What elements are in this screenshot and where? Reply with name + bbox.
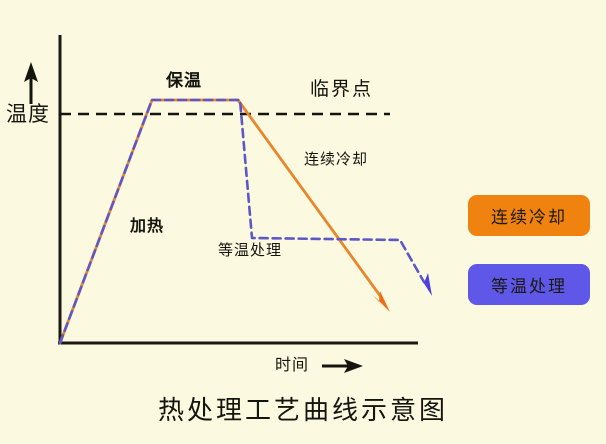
- heating-label: 加热: [130, 216, 165, 235]
- diagram-title: 热处理工艺曲线示意图: [157, 396, 448, 426]
- isothermal-treatment-arrowhead: [418, 273, 432, 296]
- up-arrow-icon: [24, 62, 38, 104]
- continuous-cooling-curve: [58, 98, 383, 345]
- continuous-cooling-label: 连续冷却: [304, 150, 369, 168]
- right-arrow-icon: [322, 359, 363, 373]
- continuous-cooling-arrowhead: [372, 291, 390, 312]
- legend-isothermal-treatment: 等温处理: [468, 264, 590, 305]
- isothermal-treatment-curve: [58, 98, 426, 345]
- isothermal-treatment-label: 等温处理: [218, 241, 283, 259]
- y-axis-label: 温度: [6, 102, 50, 126]
- holding-label: 保温: [166, 71, 202, 91]
- critical-point-label: 临界点: [310, 78, 374, 100]
- legend-continuous-cooling: 连续冷却: [468, 195, 590, 236]
- x-axis-label: 时间: [275, 355, 310, 374]
